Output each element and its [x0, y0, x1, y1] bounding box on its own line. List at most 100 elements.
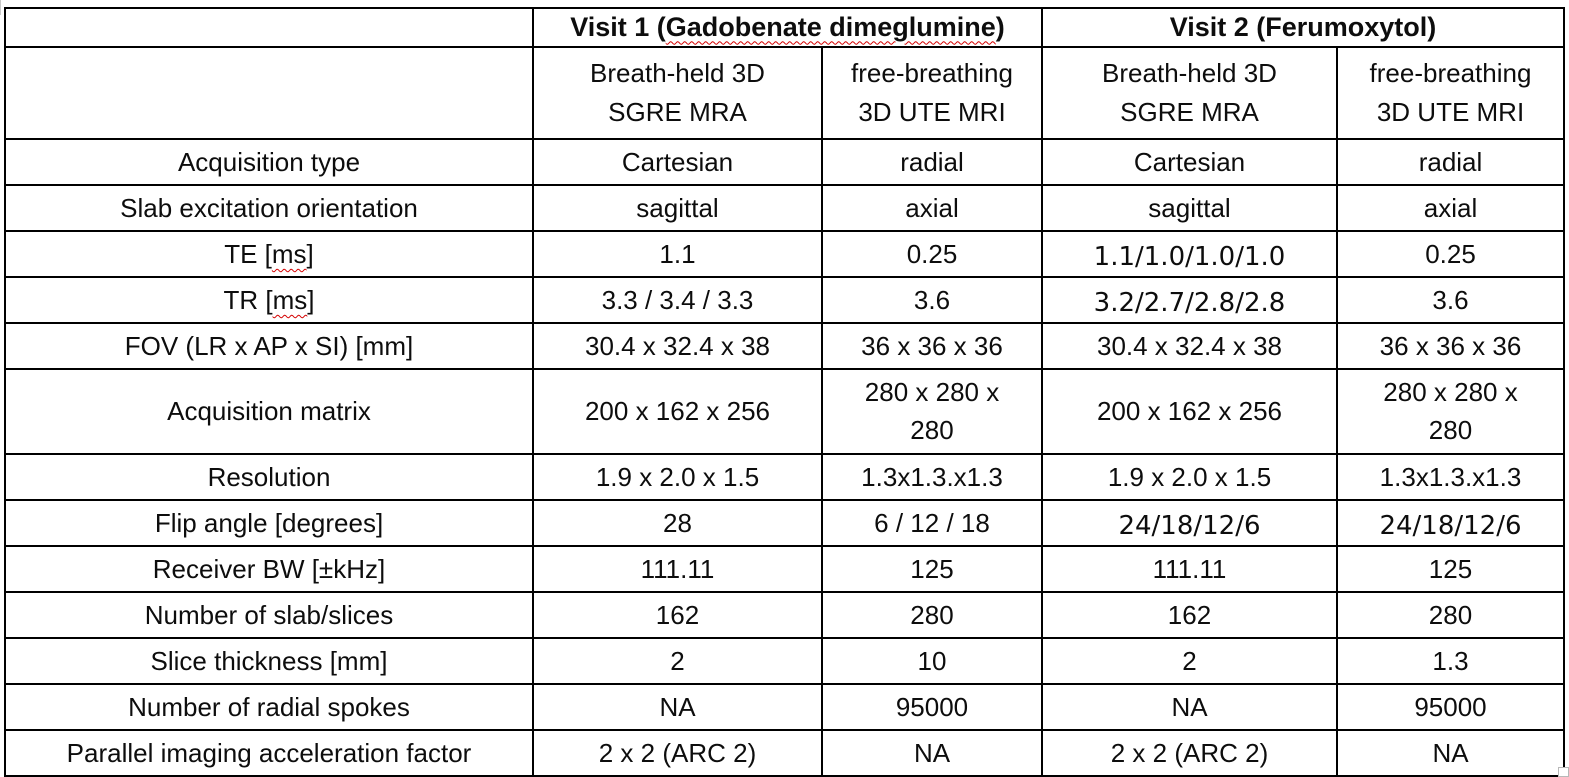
- row-label-parallel-imaging: Parallel imaging acceleration factor: [4, 729, 534, 777]
- table-row-acquisition-type: Acquisition type Cartesian radial Cartes…: [4, 138, 1565, 186]
- sequence-subheader-row: Breath-held 3D SGRE MRA free-breathing 3…: [4, 46, 1565, 140]
- cell-slices-v2-ute: 280: [1336, 591, 1565, 639]
- cell-acqtype-v1-ute: radial: [821, 138, 1043, 186]
- row-label-flip-angle: Flip angle [degrees]: [4, 499, 534, 547]
- cell-te-v1-sgre: 1.1: [532, 230, 823, 278]
- table-row-slab-slices: Number of slab/slices 162 280 162 280: [4, 591, 1565, 639]
- subheader-visit2-ute: free-breathing 3D UTE MRI: [1336, 46, 1565, 140]
- cell-bw-v2-ute: 125: [1336, 545, 1565, 593]
- cell-tr-v1-ute: 3.6: [821, 276, 1043, 324]
- cell-thickness-v2-ute: 1.3: [1336, 637, 1565, 685]
- cell-slices-v2-sgre: 162: [1041, 591, 1338, 639]
- visit2-header-cell: Visit 2 (Ferumoxytol): [1041, 7, 1565, 48]
- table-row-fov: FOV (LR x AP x SI) [mm] 30.4 x 32.4 x 38…: [4, 322, 1565, 370]
- cell-slices-v1-sgre: 162: [532, 591, 823, 639]
- cell-matrix-v2-ute: 280 x 280 x 280: [1336, 368, 1565, 455]
- tr-ms-misspelled-text: ms: [272, 284, 308, 315]
- blank-label-cell: [4, 46, 534, 140]
- tr-v2-sgre-text: 3.2/2.7/2.8/2.8: [1093, 287, 1286, 318]
- cell-flip-v2-ute: 24/18/12/6: [1336, 499, 1565, 547]
- cell-spokes-v1-ute: 95000: [821, 683, 1043, 731]
- cell-acqtype-v2-sgre: Cartesian: [1041, 138, 1338, 186]
- table-row-receiver-bw: Receiver BW [±kHz] 111.11 125 111.11 125: [4, 545, 1565, 593]
- visit1-prefix: Visit 1 (: [570, 11, 666, 42]
- cell-slab-v1-ute: axial: [821, 184, 1043, 232]
- cell-acqtype-v1-sgre: Cartesian: [532, 138, 823, 186]
- row-label-fov: FOV (LR x AP x SI) [mm]: [4, 322, 534, 370]
- cell-slices-v1-ute: 280: [821, 591, 1043, 639]
- cell-te-v2-sgre: 1.1/1.0/1.0/1.0: [1041, 230, 1338, 278]
- cell-flip-v1-sgre: 28: [532, 499, 823, 547]
- row-label-resolution: Resolution: [4, 453, 534, 501]
- page-margin-tick: [0, 0, 1, 15]
- cell-thickness-v1-sgre: 2: [532, 637, 823, 685]
- mri-parameters-table: Visit 1 (Gadobenate dimeglumine) Visit 2…: [4, 7, 1565, 777]
- cell-parallel-v1-sgre: 2 x 2 (ARC 2): [532, 729, 823, 777]
- cell-fov-v1-ute: 36 x 36 x 36: [821, 322, 1043, 370]
- table-row-slab-orientation: Slab excitation orientation sagittal axi…: [4, 184, 1565, 232]
- cell-fov-v2-ute: 36 x 36 x 36: [1336, 322, 1565, 370]
- cell-res-v2-sgre: 1.9 x 2.0 x 1.5: [1041, 453, 1338, 501]
- cell-parallel-v2-ute: NA: [1336, 729, 1565, 777]
- visit-header-row: Visit 1 (Gadobenate dimeglumine) Visit 2…: [4, 7, 1565, 48]
- visit1-drug-misspelled-text: Gadobenate dimeglumine: [665, 11, 996, 42]
- visit1-suffix: ): [995, 11, 1005, 42]
- cell-te-v2-ute: 0.25: [1336, 230, 1565, 278]
- table-resize-handle[interactable]: [1558, 767, 1569, 777]
- row-label-te: TE [ms]: [4, 230, 534, 278]
- cell-tr-v2-ute: 3.6: [1336, 276, 1565, 324]
- visit1-header-cell: Visit 1 (Gadobenate dimeglumine): [532, 7, 1043, 48]
- cell-parallel-v1-ute: NA: [821, 729, 1043, 777]
- cell-fov-v2-sgre: 30.4 x 32.4 x 38: [1041, 322, 1338, 370]
- cell-acqtype-v2-ute: radial: [1336, 138, 1565, 186]
- te-ms-misspelled-text: ms: [271, 238, 307, 269]
- table-row-slice-thickness: Slice thickness [mm] 2 10 2 1.3: [4, 637, 1565, 685]
- table-row-tr: TR [ms] 3.3 / 3.4 / 3.3 3.6 3.2/2.7/2.8/…: [4, 276, 1565, 324]
- subheader-visit1-sgre: Breath-held 3D SGRE MRA: [532, 46, 823, 140]
- row-label-slab-slices: Number of slab/slices: [4, 591, 534, 639]
- row-label-slab-orientation: Slab excitation orientation: [4, 184, 534, 232]
- cell-matrix-v2-sgre: 200 x 162 x 256: [1041, 368, 1338, 455]
- table-row-parallel-imaging: Parallel imaging acceleration factor 2 x…: [4, 729, 1565, 777]
- te-label-pre: TE [: [224, 238, 272, 269]
- row-label-acquisition-type: Acquisition type: [4, 138, 534, 186]
- cell-matrix-v1-ute: 280 x 280 x 280: [821, 368, 1043, 455]
- flip-v2-ute-text: 24/18/12/6: [1379, 510, 1522, 541]
- cell-slab-v2-ute: axial: [1336, 184, 1565, 232]
- cell-res-v1-ute: 1.3x1.3.x1.3: [821, 453, 1043, 501]
- cell-fov-v1-sgre: 30.4 x 32.4 x 38: [532, 322, 823, 370]
- row-label-slice-thickness: Slice thickness [mm]: [4, 637, 534, 685]
- cell-res-v2-ute: 1.3x1.3.x1.3: [1336, 453, 1565, 501]
- table-row-te: TE [ms] 1.1 0.25 1.1/1.0/1.0/1.0 0.25: [4, 230, 1565, 278]
- cell-flip-v1-ute: 6 / 12 / 18: [821, 499, 1043, 547]
- cell-bw-v1-ute: 125: [821, 545, 1043, 593]
- row-label-receiver-bw: Receiver BW [±kHz]: [4, 545, 534, 593]
- cell-slab-v1-sgre: sagittal: [532, 184, 823, 232]
- row-label-radial-spokes: Number of radial spokes: [4, 683, 534, 731]
- row-label-matrix: Acquisition matrix: [4, 368, 534, 455]
- cell-thickness-v1-ute: 10: [821, 637, 1043, 685]
- cell-bw-v2-sgre: 111.11: [1041, 545, 1338, 593]
- flip-v2-sgre-text: 24/18/12/6: [1118, 510, 1261, 541]
- cell-matrix-v1-sgre: 200 x 162 x 256: [532, 368, 823, 455]
- table-row-radial-spokes: Number of radial spokes NA 95000 NA 9500…: [4, 683, 1565, 731]
- cell-spokes-v2-sgre: NA: [1041, 683, 1338, 731]
- subheader-visit1-ute: free-breathing 3D UTE MRI: [821, 46, 1043, 140]
- cell-tr-v1-sgre: 3.3 / 3.4 / 3.3: [532, 276, 823, 324]
- subheader-visit2-sgre: Breath-held 3D SGRE MRA: [1041, 46, 1338, 140]
- table-row-flip-angle: Flip angle [degrees] 28 6 / 12 / 18 24/1…: [4, 499, 1565, 547]
- cell-te-v1-ute: 0.25: [821, 230, 1043, 278]
- cell-slab-v2-sgre: sagittal: [1041, 184, 1338, 232]
- cell-spokes-v2-ute: 95000: [1336, 683, 1565, 731]
- cell-tr-v2-sgre: 3.2/2.7/2.8/2.8: [1041, 276, 1338, 324]
- cell-bw-v1-sgre: 111.11: [532, 545, 823, 593]
- corner-cell: [4, 7, 534, 48]
- tr-label-post: ]: [307, 284, 315, 315]
- cell-spokes-v1-sgre: NA: [532, 683, 823, 731]
- table-row-matrix: Acquisition matrix 200 x 162 x 256 280 x…: [4, 368, 1565, 455]
- cell-parallel-v2-sgre: 2 x 2 (ARC 2): [1041, 729, 1338, 777]
- table-row-resolution: Resolution 1.9 x 2.0 x 1.5 1.3x1.3.x1.3 …: [4, 453, 1565, 501]
- tr-label-pre: TR [: [223, 284, 273, 315]
- cell-flip-v2-sgre: 24/18/12/6: [1041, 499, 1338, 547]
